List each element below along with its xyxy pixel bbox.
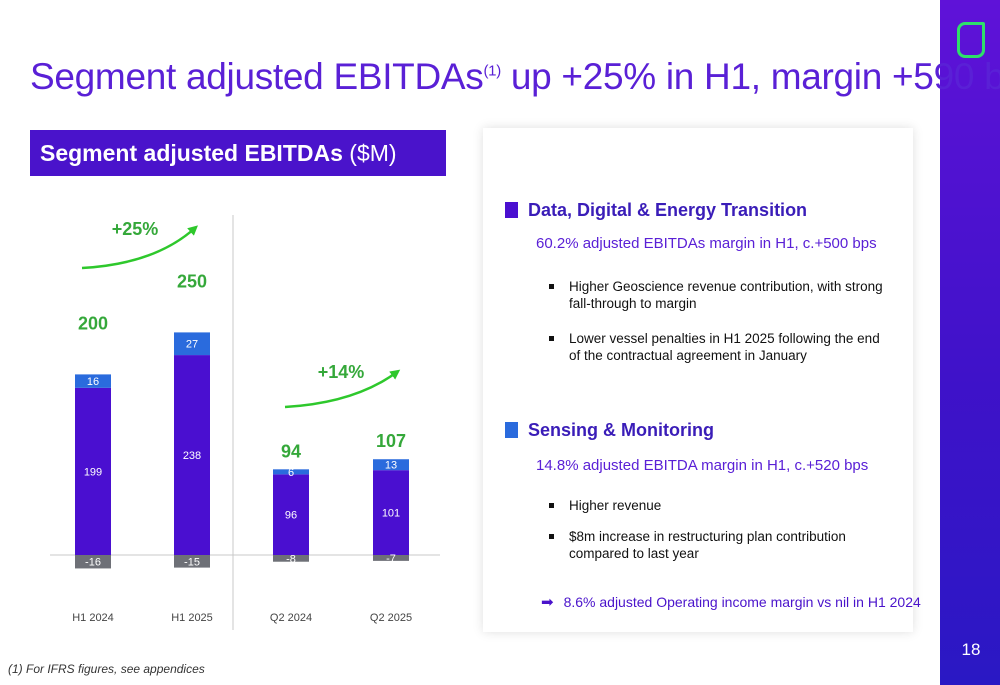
brand-sidebar xyxy=(940,0,1000,685)
section-ddet-bullet: Lower vessel penalties in H1 2025 follow… xyxy=(549,330,894,364)
commentary-panel: Data, Digital & Energy Transition 60.2% … xyxy=(483,128,921,632)
bullet-marker xyxy=(549,284,554,289)
section-sm-title: Sensing & Monitoring xyxy=(528,420,714,440)
bar-segment-secondary xyxy=(373,459,409,471)
data-label: 238 xyxy=(183,450,201,462)
bullet-text: Higher Geoscience revenue contribution, … xyxy=(569,279,883,311)
section-ddet-subtitle: 60.2% adjusted EBITDAs margin in H1, c.+… xyxy=(536,235,877,252)
growth-arrow-h1 xyxy=(81,225,198,270)
section-sm-bullet: $8m increase in restructuring plan contr… xyxy=(549,528,894,562)
ebitda-bar-chart: 199 16 -16 200 H1 2024 238 27 -15 250 H1 2025 96 6 -… xyxy=(50,215,440,630)
bar-segment-negative xyxy=(373,555,409,561)
total-label: 94 xyxy=(281,441,301,461)
page-title-rest: up +25% in H1, margin +590 bps xyxy=(500,56,1000,97)
bar-segment-main xyxy=(373,470,409,555)
bullet-text: $8m increase in restructuring plan contr… xyxy=(569,529,846,561)
footnote: (1) For IFRS figures, see appendices xyxy=(8,662,205,676)
section-ddet-marker xyxy=(505,202,518,218)
section-ddet-bullet: Higher Geoscience revenue contribution, … xyxy=(549,278,894,312)
total-label: 200 xyxy=(78,313,108,333)
page-title-footnote-ref: (1) xyxy=(483,62,501,80)
bar-segment-negative xyxy=(273,555,309,562)
bullet-marker xyxy=(549,336,554,341)
operating-margin-callout: ➡ 8.6% adjusted Operating income margin v… xyxy=(541,593,921,611)
data-label: -8 xyxy=(286,553,296,565)
section-sm-bullet: Higher revenue xyxy=(549,497,894,514)
chart-header-label: Segment adjusted EBITDAs xyxy=(40,140,343,166)
bar-segment-main xyxy=(75,387,111,555)
bar-segment-main xyxy=(273,474,309,555)
callout-text: 8.6% adjusted Operating income margin vs… xyxy=(563,594,921,610)
data-label: -16 xyxy=(85,557,101,569)
section-sm-subtitle: 14.8% adjusted EBITDA margin in H1, c.+5… xyxy=(536,457,869,474)
chart-header: Segment adjusted EBITDAs ($M) xyxy=(30,130,446,176)
data-label: -7 xyxy=(386,553,396,565)
total-label: 107 xyxy=(376,431,406,451)
bar-segment-secondary xyxy=(75,374,111,388)
x-tick-label: Q2 2024 xyxy=(270,612,312,624)
bar-segment-secondary xyxy=(273,469,309,475)
section-ddet-title: Data, Digital & Energy Transition xyxy=(528,200,808,220)
x-tick-label: H1 2024 xyxy=(72,612,114,624)
page-number: 18 xyxy=(961,640,981,659)
growth-label: +14% xyxy=(318,362,365,382)
bullet-text: Higher revenue xyxy=(569,498,662,513)
x-tick-label: H1 2025 xyxy=(171,612,213,624)
section-sm-heading: Sensing & Monitoring xyxy=(505,420,714,441)
bar-segment-negative xyxy=(174,555,210,568)
logo-icon xyxy=(957,22,985,58)
page-title: Segment adjusted EBITDAs(1) up +25% in H… xyxy=(30,56,1000,98)
chart-header-unit: ($M) xyxy=(342,140,397,166)
bar-segment-negative xyxy=(75,555,111,569)
bullet-marker xyxy=(549,534,554,539)
data-label: -15 xyxy=(184,556,200,568)
data-label: 96 xyxy=(285,510,297,522)
bullet-text: Lower vessel penalties in H1 2025 follow… xyxy=(569,331,880,363)
data-label: 101 xyxy=(382,508,400,520)
data-label: 199 xyxy=(84,466,102,478)
data-label: 6 xyxy=(288,467,294,479)
bullet-marker xyxy=(549,503,554,508)
total-label: 250 xyxy=(177,271,207,291)
right-arrow-icon: ➡ xyxy=(541,594,554,611)
bar-segment-secondary xyxy=(174,332,210,356)
data-label: 13 xyxy=(385,460,397,472)
section-sm-marker xyxy=(505,422,518,438)
bar-segment-main xyxy=(174,355,210,555)
growth-label: +25% xyxy=(112,219,159,239)
section-ddet-heading: Data, Digital & Energy Transition xyxy=(505,200,807,221)
x-tick-label: Q2 2025 xyxy=(370,612,412,624)
growth-arrow-q2 xyxy=(284,369,401,409)
data-label: 27 xyxy=(186,339,198,351)
data-label: 16 xyxy=(87,376,99,388)
page-title-main: Segment adjusted EBITDAs xyxy=(30,56,484,97)
